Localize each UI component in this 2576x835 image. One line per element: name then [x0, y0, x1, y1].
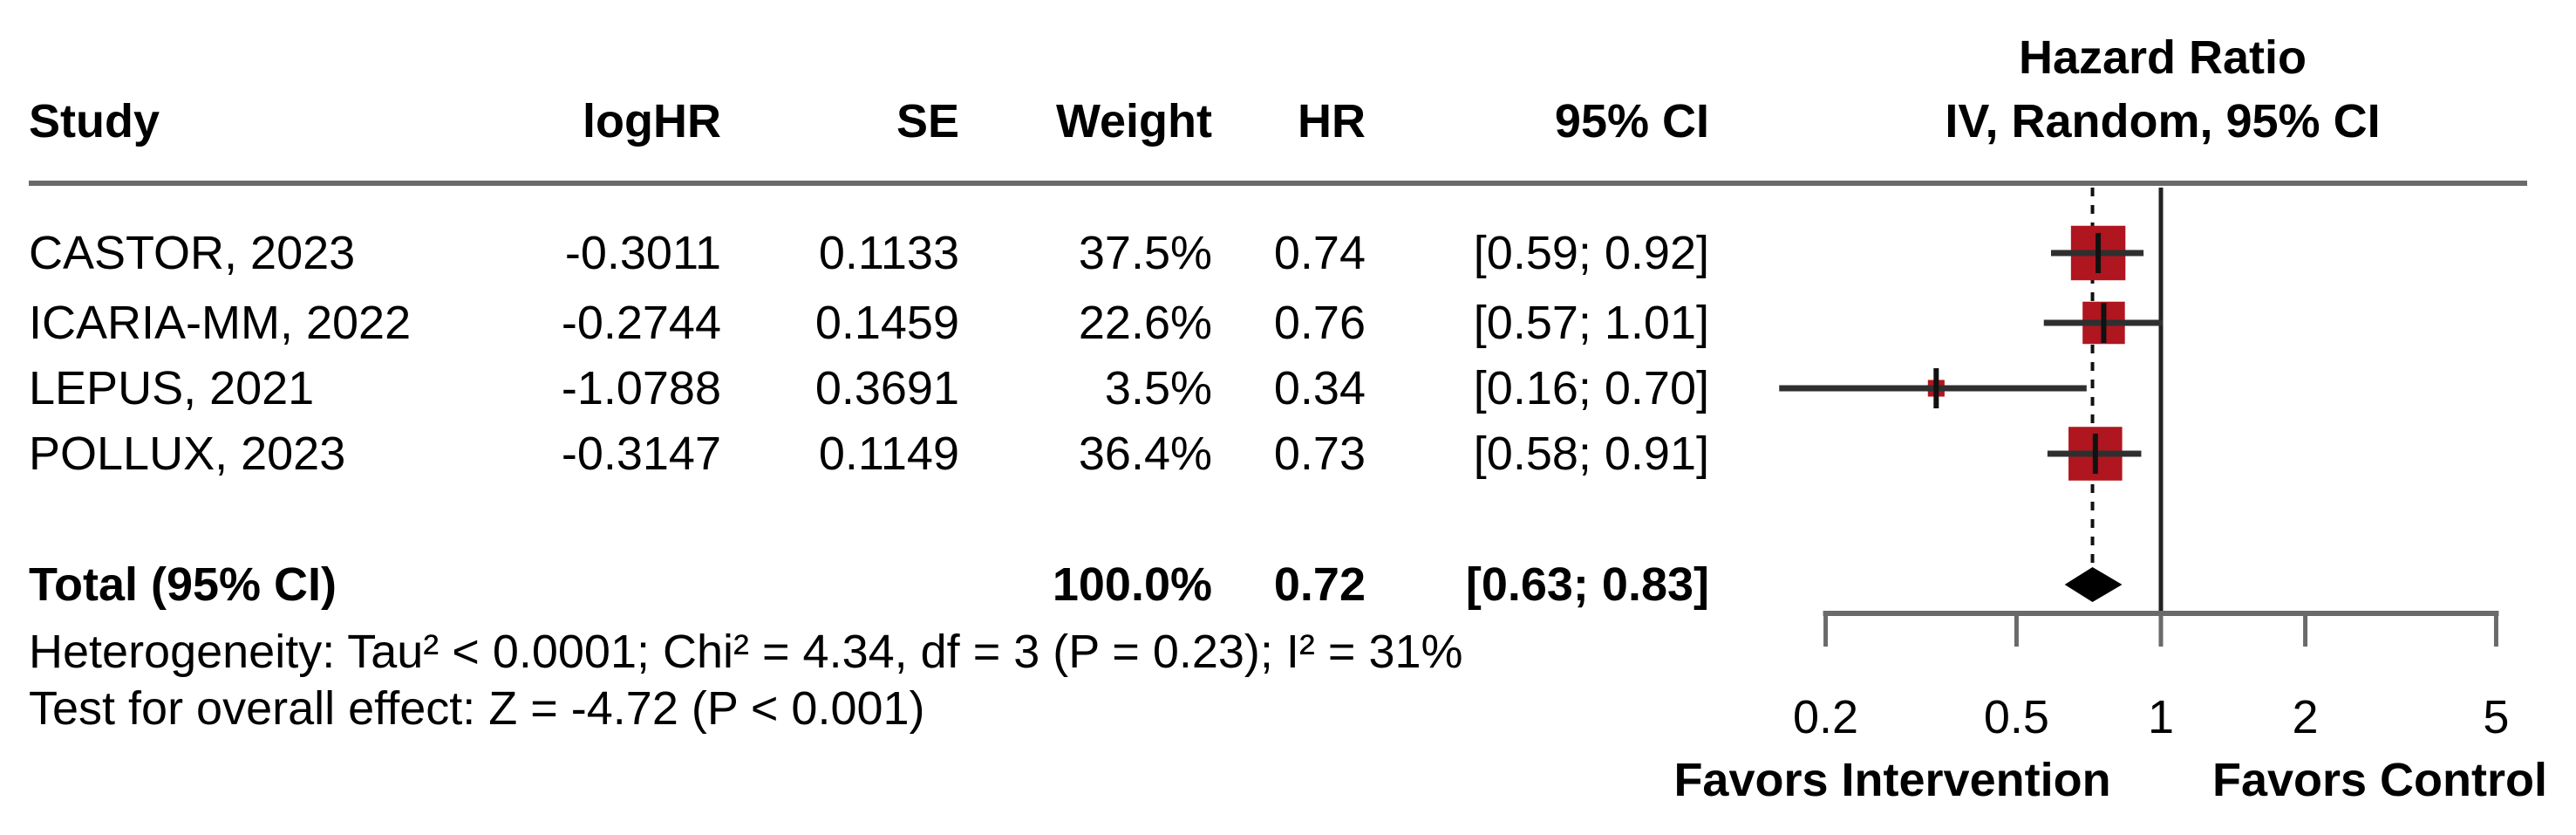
study-se-value: 0.1459 — [814, 297, 959, 349]
favors-intervention-label: Favors Intervention — [1673, 754, 2111, 806]
column-header-weight: Weight — [1056, 95, 1212, 147]
study-name: CASTOR, 2023 — [29, 227, 356, 279]
study-se-value: 0.3691 — [814, 362, 959, 414]
study-name: LEPUS, 2021 — [29, 362, 315, 414]
axis-tick-label: 5 — [2483, 691, 2510, 743]
favors-control-label: Favors Control — [2211, 754, 2548, 806]
study-name: POLLUX, 2023 — [29, 428, 346, 480]
axis-tick-label: 0.5 — [1983, 691, 2049, 743]
total-weight-value: 100.0% — [1052, 558, 1212, 611]
axis-tick-label: 0.2 — [1793, 691, 1859, 743]
study-hr-value: 0.73 — [1273, 428, 1366, 480]
study-hr-value: 0.74 — [1273, 227, 1366, 279]
study-se-value: 0.1149 — [818, 428, 959, 480]
column-header-study: Study — [29, 95, 160, 147]
study-ci-value: [0.59; 0.92] — [1473, 227, 1709, 279]
study-weight-value: 3.5% — [1104, 362, 1212, 414]
heterogeneity-note: Heterogeneity: Tau² < 0.0001; Chi² = 4.3… — [29, 626, 1463, 678]
study-ci-value: [0.57; 1.01] — [1473, 297, 1709, 349]
header-rule — [29, 181, 2527, 186]
axis-tick-label: 2 — [2292, 691, 2319, 743]
study-se-value: 0.1133 — [818, 227, 959, 279]
study-loghr-value: -0.2744 — [561, 297, 721, 349]
column-header-loghr: logHR — [583, 95, 721, 147]
study-ci-value: [0.16; 0.70] — [1473, 362, 1709, 414]
study-weight-value: 36.4% — [1078, 428, 1212, 480]
column-header-se: SE — [896, 95, 959, 147]
study-hr-value: 0.76 — [1273, 297, 1366, 349]
total-hr-value: 0.72 — [1273, 558, 1366, 611]
study-ci-value: [0.58; 0.91] — [1473, 428, 1709, 480]
plot-header-effect-measure: Hazard Ratio — [2018, 31, 2307, 84]
study-loghr-value: -0.3147 — [561, 428, 721, 480]
study-loghr-value: -1.0788 — [561, 362, 721, 414]
study-weight-value: 37.5% — [1078, 227, 1212, 279]
axis-tick-label: 1 — [2147, 691, 2175, 743]
study-loghr-value: -0.3011 — [564, 227, 721, 279]
column-header-ci: 95% CI — [1554, 95, 1709, 147]
total-diamond — [2064, 567, 2123, 602]
study-weight-value: 22.6% — [1078, 297, 1212, 349]
study-hr-value: 0.34 — [1273, 362, 1366, 414]
total-label: Total (95% CI) — [29, 558, 337, 611]
total-ci-value: [0.63; 0.83] — [1465, 558, 1709, 611]
overall-effect-note: Test for overall effect: Z = -4.72 (P < … — [29, 682, 925, 735]
study-name: ICARIA-MM, 2022 — [29, 297, 412, 349]
column-header-hr: HR — [1298, 95, 1366, 147]
plot-header-model: IV, Random, 95% CI — [1945, 95, 2381, 147]
